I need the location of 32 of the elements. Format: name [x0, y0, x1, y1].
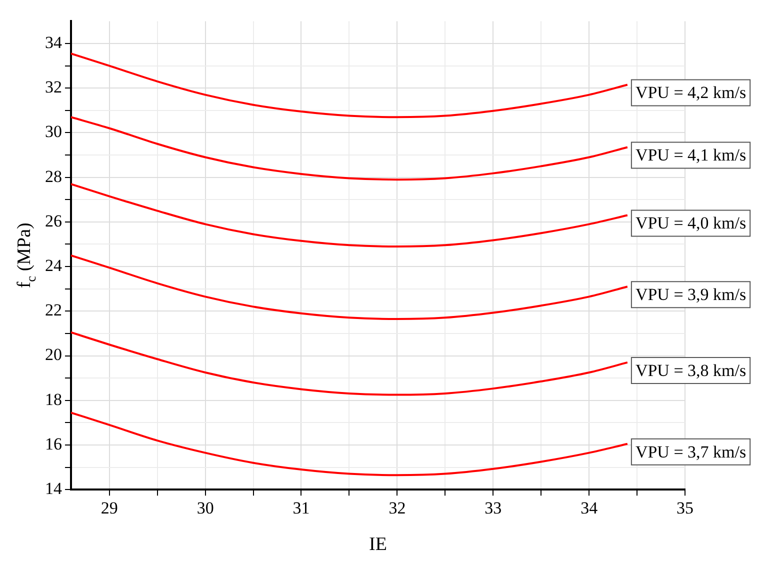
- y-tick-label: 16: [45, 434, 62, 454]
- y-tick-label: 20: [45, 345, 62, 364]
- y-tick-label: 28: [45, 166, 62, 186]
- line-series: [71, 254, 628, 320]
- x-tick-label: 34: [580, 498, 598, 518]
- y-axis-title: fc (MPa): [14, 222, 39, 288]
- line-series: [71, 183, 628, 248]
- y-tick-label: 34: [45, 32, 62, 52]
- y-tick-label: 18: [45, 390, 62, 409]
- x-tick-label: 30: [196, 498, 214, 518]
- x-axis-title: IE: [369, 534, 387, 555]
- line-series: [71, 331, 628, 396]
- series-label: VPU = 3,8 km/s: [635, 360, 746, 380]
- x-tick-label: 31: [292, 498, 310, 518]
- line-series: [71, 116, 628, 181]
- x-tick-label: 35: [676, 498, 694, 518]
- y-tick-label: 26: [45, 211, 62, 230]
- series-label: VPU = 3,9 km/s: [635, 285, 746, 304]
- series-label: VPU = 4,2 km/s: [635, 83, 746, 102]
- x-tick-label: 33: [484, 498, 502, 518]
- y-tick-label: 24: [45, 256, 62, 276]
- y-tick-label: 32: [45, 78, 62, 97]
- y-tick-label: 22: [45, 300, 62, 320]
- x-tick-label: 32: [388, 498, 406, 518]
- line-series: [71, 52, 628, 118]
- series-label: VPU = 3,7 km/s: [635, 442, 746, 462]
- series-label: VPU = 4,0 km/s: [635, 214, 746, 233]
- series-label: VPU = 4,1 km/s: [635, 146, 746, 165]
- x-tick-label: 29: [100, 498, 118, 518]
- line-series: [71, 412, 628, 476]
- y-tick-label: 14: [45, 479, 62, 498]
- y-tick-label: 30: [45, 122, 62, 142]
